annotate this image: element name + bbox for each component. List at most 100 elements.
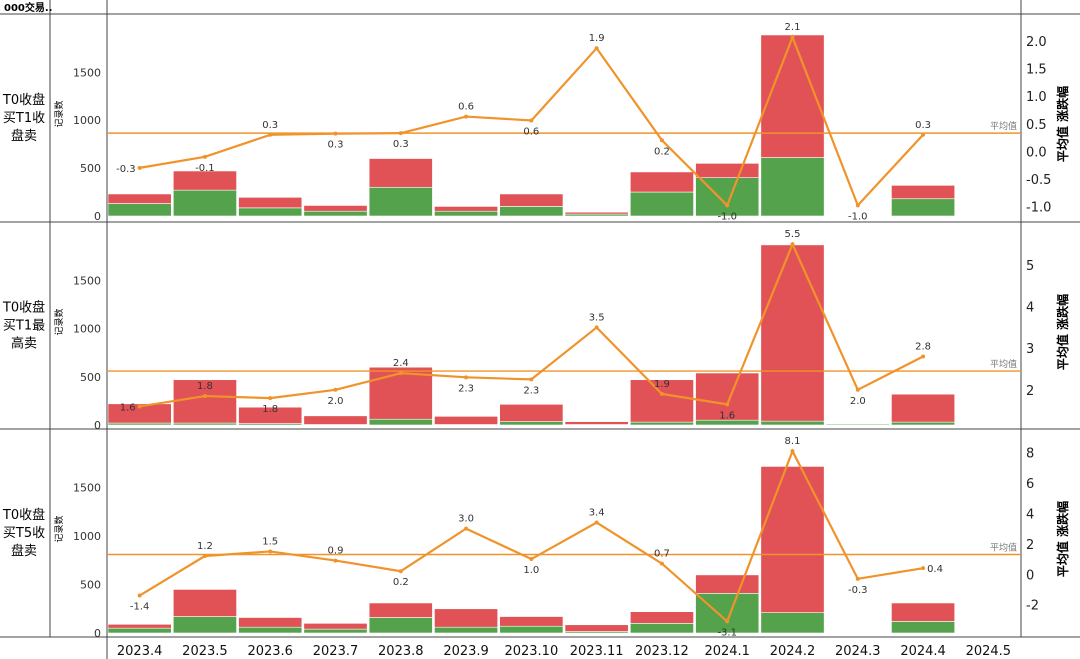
- data-label: 3.4: [589, 508, 605, 519]
- bar-down: [629, 623, 694, 634]
- bar-up: [238, 617, 303, 628]
- x-tick-label: 2023.5: [182, 644, 228, 659]
- line-point: [268, 549, 273, 554]
- row-label: T0收盘买T5收盘卖: [2, 507, 45, 559]
- bar-up: [238, 197, 303, 209]
- bar-down: [238, 626, 303, 634]
- y-tick-label: 0: [94, 210, 101, 223]
- y2-tick-label: 2: [1026, 384, 1034, 399]
- x-tick-label: 2024.4: [900, 644, 946, 659]
- line-point: [725, 203, 730, 208]
- data-label: 0.2: [393, 577, 409, 588]
- y-axis-label: 记录数: [53, 308, 65, 335]
- bar-down: [825, 423, 890, 426]
- data-label: 0.9: [328, 546, 344, 557]
- bar-down: [107, 627, 172, 634]
- data-label: 2.4: [393, 358, 409, 369]
- line-point: [855, 576, 860, 581]
- data-label: 0.3: [328, 140, 344, 151]
- x-tick-label: 2024.2: [770, 644, 816, 659]
- line-point: [594, 325, 599, 330]
- bar-down: [499, 206, 564, 217]
- bar-up: [629, 379, 694, 423]
- average-label: 平均值: [990, 358, 1017, 370]
- average-label: 平均值: [990, 541, 1017, 553]
- data-label: 0.3: [915, 120, 931, 131]
- bar-up: [368, 158, 433, 188]
- line-point: [659, 138, 664, 143]
- row-label-line: 买T1收: [3, 111, 45, 126]
- data-label: 1.5: [262, 536, 278, 547]
- y-tick-label: 1000: [73, 323, 101, 336]
- bar-down: [434, 626, 499, 634]
- y-tick-label: 500: [80, 579, 101, 592]
- x-tick-label: 2023.6: [247, 644, 293, 659]
- line-point: [398, 569, 403, 574]
- x-tick-label: 2024.3: [835, 644, 881, 659]
- data-label: 2.3: [523, 385, 539, 396]
- data-label: 2.8: [915, 342, 931, 353]
- row-label-line: T0收盘: [2, 507, 45, 523]
- bar-up: [564, 211, 629, 215]
- bar-down: [499, 421, 564, 426]
- row-label: T0收盘买T1收盘卖: [2, 92, 45, 144]
- line-point: [921, 132, 926, 137]
- line-point: [268, 396, 273, 401]
- row-label-line: T0收盘: [2, 92, 45, 108]
- y-tick-label: 1000: [73, 530, 101, 543]
- y-tick-label: 0: [94, 627, 101, 640]
- bar-down: [172, 616, 237, 634]
- bar-down: [303, 628, 368, 634]
- bar-up: [629, 171, 694, 193]
- bar-up: [695, 163, 760, 178]
- y2-tick-label: 3: [1026, 342, 1034, 357]
- line-point: [202, 554, 207, 559]
- x-tick-label: 2023.8: [378, 644, 424, 659]
- data-label: -0.3: [848, 585, 868, 596]
- bar-down: [172, 189, 237, 217]
- bar-up: [891, 602, 956, 622]
- bar-down: [107, 203, 172, 217]
- line-point: [333, 387, 338, 392]
- row-label-line: 买T5收: [3, 526, 45, 541]
- row-label: T0收盘买T1最高卖: [2, 300, 45, 352]
- bar-up: [760, 466, 825, 613]
- line-point: [202, 154, 207, 159]
- line-point: [333, 131, 338, 136]
- data-label: -0.1: [195, 163, 215, 174]
- bar-down: [695, 592, 760, 634]
- data-label: -3.1: [717, 627, 737, 638]
- data-label: 0.4: [927, 564, 943, 575]
- y2-tick-label: 1.5: [1026, 63, 1047, 78]
- row-label-line: 盘卖: [11, 543, 37, 559]
- bar-up: [368, 366, 433, 420]
- bar-up: [760, 34, 825, 158]
- data-label: 1.9: [654, 379, 670, 390]
- average-label: 平均值: [990, 120, 1017, 132]
- bar-up: [695, 372, 760, 421]
- x-axis: 2023.4 2023.5 2023.6 2023.7 2023.8 2023.9 2023…: [117, 644, 1011, 659]
- line-point: [790, 35, 795, 40]
- bar-down: [499, 625, 564, 634]
- bar-up: [499, 403, 564, 422]
- y2-tick-label: 2.0: [1026, 35, 1047, 50]
- x-tick-label: 2023.7: [313, 644, 359, 659]
- line-point: [594, 520, 599, 525]
- line-point: [725, 402, 730, 407]
- y2-axis-label: 平均值 涨跌幅: [1055, 86, 1070, 162]
- header-title: 000交易..: [4, 1, 52, 14]
- line-point: [398, 371, 403, 376]
- y2-tick-label: 5: [1026, 259, 1034, 274]
- data-label: 3.5: [589, 312, 605, 323]
- row-label-line: 盘卖: [11, 128, 37, 144]
- data-label: 1.9: [589, 33, 605, 44]
- bar-up: [107, 623, 172, 629]
- bar-up: [891, 185, 956, 200]
- bar-up: [172, 170, 237, 191]
- x-tick-label: 2023.10: [504, 644, 558, 659]
